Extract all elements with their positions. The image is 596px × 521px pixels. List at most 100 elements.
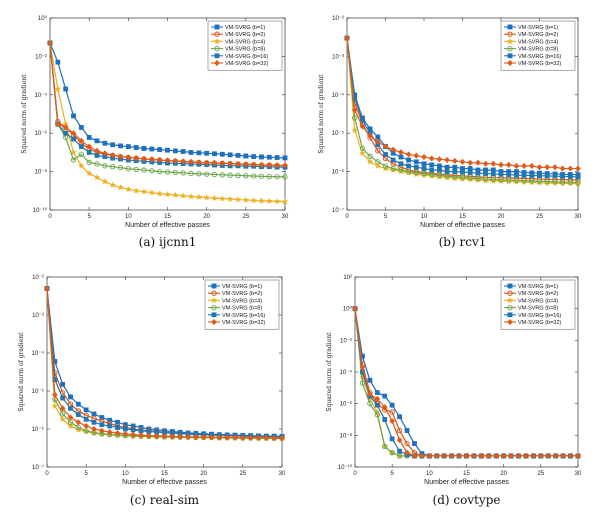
data-point — [397, 448, 402, 454]
legend-marker — [214, 31, 220, 37]
x-axis-label: Number of effective passes — [424, 479, 509, 486]
data-point — [490, 176, 496, 183]
y-tick-label: 10⁻² — [332, 16, 344, 22]
data-point — [474, 159, 481, 166]
data-point — [567, 452, 574, 460]
data-point — [258, 197, 265, 204]
y-tick-label: 10⁻⁷ — [332, 207, 344, 214]
y-tick-label: 10⁻² — [340, 338, 352, 344]
x-tick-label: 5 — [87, 214, 91, 220]
data-point — [271, 434, 278, 442]
legend-label: VM-SVRG (b=16) — [222, 313, 265, 319]
data-point — [235, 152, 241, 158]
data-point — [219, 172, 225, 178]
legend-box — [500, 20, 576, 71]
x-tick-label: 30 — [279, 471, 286, 477]
data-point — [165, 147, 170, 153]
data-point — [413, 164, 419, 170]
data-point — [195, 193, 203, 200]
x-tick-label: 10 — [125, 214, 132, 220]
data-point — [180, 170, 186, 176]
legend-marker — [214, 24, 220, 30]
data-point — [536, 178, 543, 184]
data-point — [188, 149, 194, 155]
data-point — [560, 452, 567, 460]
data-point — [437, 167, 442, 173]
data-point — [156, 156, 163, 164]
data-point — [259, 154, 264, 160]
panel-caption: (a) ijcnn1 — [139, 235, 197, 249]
data-point — [130, 431, 137, 438]
data-point — [117, 183, 124, 191]
data-point — [164, 157, 171, 164]
data-point — [406, 157, 411, 163]
data-point — [397, 414, 402, 420]
data-point — [125, 154, 132, 161]
data-point — [490, 171, 496, 177]
data-point — [537, 173, 542, 179]
data-point — [382, 393, 388, 399]
data-point — [359, 149, 366, 157]
data-point — [463, 452, 470, 460]
data-point — [282, 155, 288, 161]
series-line — [49, 42, 286, 178]
chart-panel-2: 0 5 10 15 20 25 30 10⁻⁷ 10⁻⁶ 10⁻⁵ 10⁻⁴ 10⁻³ 10⁻² Numb… — [318, 16, 582, 249]
data-point — [219, 151, 225, 157]
data-point — [204, 150, 210, 156]
legend-label: VM-SVRG (b=2) — [518, 291, 558, 297]
data-point — [266, 161, 273, 169]
data-point — [62, 124, 69, 131]
data-point — [122, 426, 128, 432]
x-tick-label: 15 — [161, 471, 168, 477]
data-point — [148, 189, 156, 196]
legend-marker — [507, 304, 513, 311]
data-point — [70, 148, 77, 156]
data-point — [567, 179, 573, 185]
data-point — [273, 197, 281, 205]
x-tick-label: 0 — [345, 214, 349, 220]
data-point — [266, 154, 272, 160]
data-point — [404, 428, 410, 433]
legend-label: VM-SVRG (b=4) — [518, 298, 558, 304]
data-point — [411, 452, 418, 460]
legend-marker — [214, 45, 220, 52]
data-point — [75, 419, 82, 426]
chart-panel-3: 0 5 10 15 20 25 30 10⁻⁷ 10⁻⁶ 10⁻⁵ 10⁻⁴ 10⁻³ 10⁻² Numb… — [18, 275, 286, 507]
legend-marker — [507, 59, 513, 67]
data-point — [250, 161, 257, 168]
legend-label: VM-SVRG (b=2) — [222, 291, 262, 297]
data-point — [78, 144, 84, 150]
y-tick-label: 10⁻⁶ — [35, 130, 48, 137]
legend-marker — [214, 53, 220, 59]
data-point — [389, 450, 395, 456]
data-point — [389, 417, 396, 425]
data-point — [274, 155, 280, 160]
data-point — [227, 172, 233, 178]
data-point — [149, 168, 155, 174]
data-point — [242, 161, 249, 168]
data-point — [98, 427, 105, 434]
data-point — [426, 452, 433, 460]
legend-label: VM-SVRG (b=4) — [225, 39, 265, 45]
data-point — [94, 161, 100, 167]
series-b32 — [352, 305, 581, 460]
data-point — [374, 412, 380, 418]
data-point — [397, 149, 404, 156]
data-point — [60, 381, 66, 387]
data-point — [133, 145, 139, 150]
legend-label: VM-SVRG (b=4) — [518, 39, 558, 45]
legend-marker — [507, 312, 513, 318]
data-point — [196, 150, 202, 156]
legend-marker — [211, 312, 217, 318]
data-point — [382, 443, 388, 450]
data-point — [360, 117, 365, 123]
data-point — [441, 452, 448, 460]
data-point — [266, 197, 273, 204]
data-point — [282, 162, 288, 169]
legend-label: VM-SVRG (b=2) — [225, 32, 265, 38]
data-point — [141, 146, 147, 151]
data-point — [115, 425, 120, 430]
data-point — [106, 428, 113, 436]
legend-box — [500, 279, 576, 330]
x-tick-label: 20 — [203, 214, 210, 220]
